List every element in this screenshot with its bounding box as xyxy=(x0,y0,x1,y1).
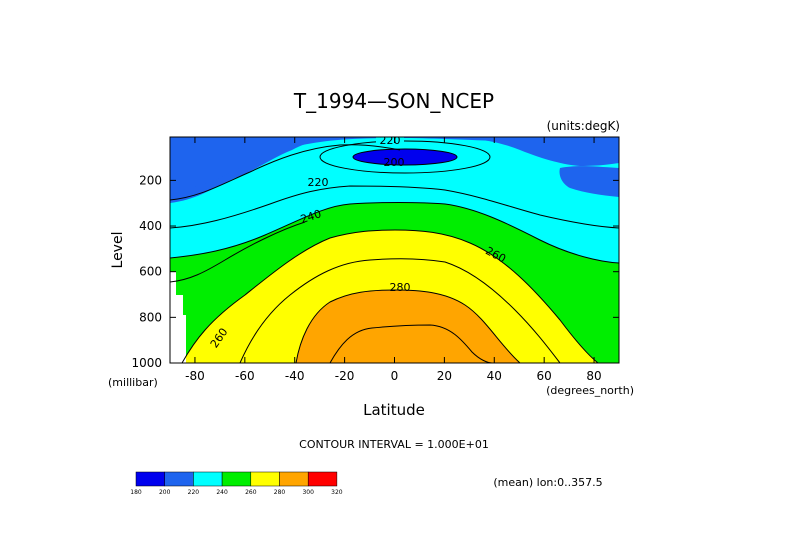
contour-label-280: 280 xyxy=(390,281,411,294)
colorbar-swatch xyxy=(164,471,194,487)
colorbar-level-label: 240 xyxy=(216,489,228,496)
colorbar-swatch xyxy=(250,471,280,487)
colorbar-level-label: 200 xyxy=(159,489,171,496)
y-tick-label: 400 xyxy=(139,219,162,233)
y-axis: 200 400 600 800 1000 xyxy=(131,173,619,370)
colorbar-swatch xyxy=(193,471,223,487)
band-200-low xyxy=(559,166,619,197)
x-axis: -80 -60 -40 -20 0 20 40 60 80 xyxy=(185,137,602,383)
colorbar-level-label: 320 xyxy=(331,489,343,496)
band-upper-blue xyxy=(170,137,619,192)
contour-lines xyxy=(170,140,619,363)
contour-label-220b: 220 xyxy=(308,176,329,189)
y-tick-label: 1000 xyxy=(131,356,162,370)
band-280-300 xyxy=(296,290,520,363)
contour-fill: 220 200 220 240 260 280 260 xyxy=(170,134,619,363)
mean-note: (mean) lon:0..357.5 xyxy=(493,476,602,489)
colorbar-level-label: 260 xyxy=(245,489,257,496)
colorbar-level-label: 300 xyxy=(302,489,314,496)
y-tick-label: 800 xyxy=(139,310,162,324)
x-tick-label: -20 xyxy=(335,369,355,383)
x-axis-title: Latitude xyxy=(363,401,425,419)
colorbar-swatch xyxy=(307,471,338,487)
contour-interval: CONTOUR INTERVAL = 1.000E+01 xyxy=(299,438,489,451)
units-note: (units:degK) xyxy=(547,119,620,133)
x-tick-label: 0 xyxy=(391,369,399,383)
y-axis-title: Level xyxy=(110,232,126,269)
colorbar-level-label: 220 xyxy=(188,489,200,496)
x-tick-label: 20 xyxy=(437,369,452,383)
y-axis-unit: (millibar) xyxy=(108,376,158,389)
x-tick-label: 60 xyxy=(537,369,552,383)
x-tick-label: 80 xyxy=(586,369,601,383)
x-tick-label: -80 xyxy=(185,369,205,383)
x-tick-label: -60 xyxy=(235,369,255,383)
x-tick-label: -40 xyxy=(285,369,305,383)
y-tick-label: 600 xyxy=(139,265,162,279)
colorbar-swatch xyxy=(221,471,252,487)
contour-label-220a: 220 xyxy=(380,134,401,147)
band-180-200 xyxy=(353,149,457,165)
colorbar: 180 200 220 240 260 280 300 320 xyxy=(130,471,343,496)
chart-title: T_1994—SON_NCEP xyxy=(293,89,494,113)
band-right-green xyxy=(596,338,619,363)
missing-region xyxy=(170,272,186,363)
y-tick-label: 200 xyxy=(139,173,162,187)
colorbar-level-label: 180 xyxy=(130,489,142,496)
contour-label-240: 240 xyxy=(299,207,323,226)
colorbar-swatch xyxy=(279,471,309,487)
colorbar-swatch xyxy=(135,471,165,487)
x-tick-label: 40 xyxy=(487,369,502,383)
colorbar-level-label: 280 xyxy=(274,489,286,496)
contour-label-200: 200 xyxy=(384,156,405,169)
x-axis-unit: (degrees_north) xyxy=(546,384,634,397)
